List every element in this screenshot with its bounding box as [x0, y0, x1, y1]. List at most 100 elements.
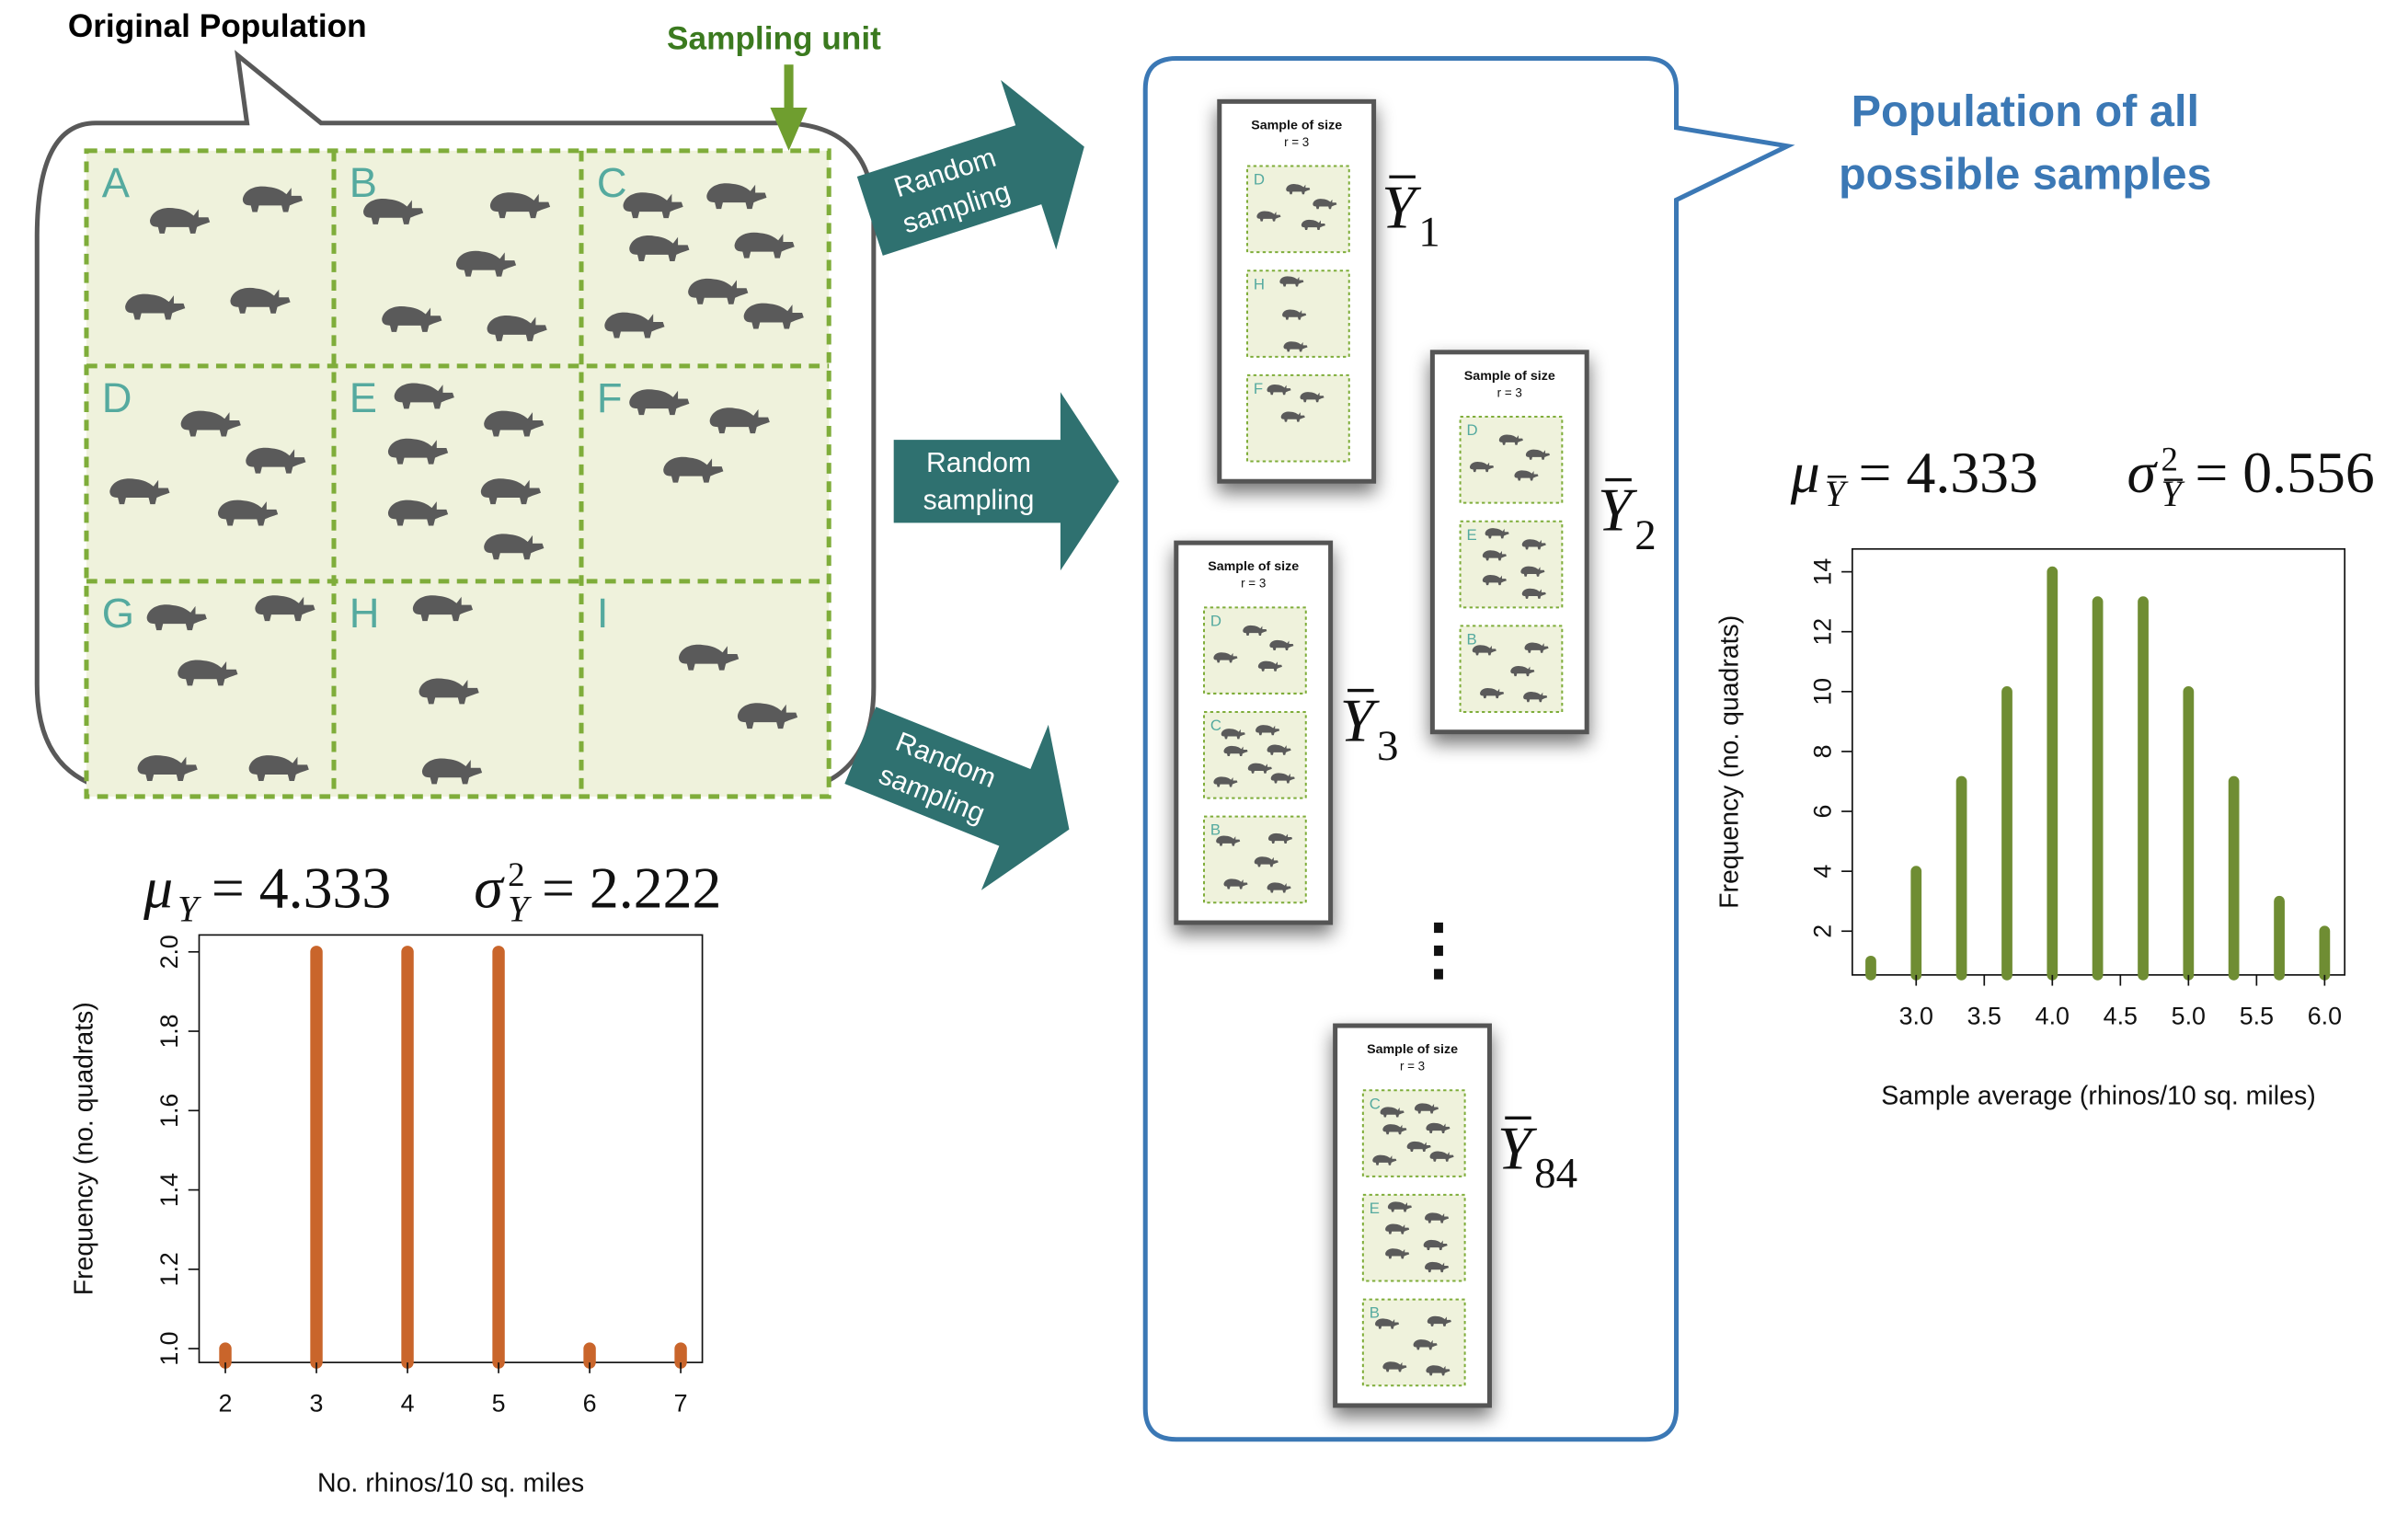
sigma-symbol: σ	[2127, 440, 2159, 505]
plot-frame	[198, 934, 704, 1363]
quadrat-c: C	[597, 159, 804, 339]
quadrat-letter-h: H	[350, 590, 380, 637]
sample-quadrat-box	[1202, 606, 1307, 695]
quadrat-letter-c: C	[597, 159, 627, 206]
y-tick-label: 4	[1808, 865, 1836, 878]
x-tick-label: 6	[583, 1390, 597, 1418]
quadrat-c-mini: C	[1370, 1095, 1454, 1165]
original-population-label: Original Population	[68, 8, 367, 44]
grid-border	[84, 148, 831, 799]
more-samples-ellipsis: ⋮	[1405, 912, 1473, 987]
mu-subscript: Y	[1825, 473, 1849, 514]
quadrat-b-mini: B	[1370, 1304, 1451, 1376]
population-bubble: A B C D E F G H I	[34, 50, 877, 799]
y-axis-label: Frequency (no. quadrats)	[1715, 615, 1745, 909]
population-grid-fill	[86, 150, 830, 797]
quadrat-letter-b: B	[1370, 1304, 1380, 1322]
samples-bubble-outline	[1142, 56, 1795, 1442]
y-tick-label: 2	[1808, 924, 1836, 938]
mu-symbol: μ	[1790, 440, 1820, 505]
ybar-subscript: 3	[1377, 722, 1398, 770]
sample-card-1[interactable]: Sample of size r = 3 D H F Y 1	[1217, 98, 1440, 484]
quadrat-b-mini: B	[1210, 821, 1293, 893]
y-tick-label: 1.0	[155, 1331, 183, 1365]
quadrat-b-mini: B	[1466, 630, 1549, 703]
x-tick-label: 3.0	[1899, 1002, 1933, 1029]
sigma-value: = 2.222	[542, 855, 721, 920]
quadrat-h: H	[350, 590, 483, 785]
sampling-unit-arrow	[770, 64, 808, 151]
x-tick-label: 4	[401, 1390, 415, 1418]
mu-subscript: Y	[178, 888, 201, 929]
quadrat-letter-c: C	[1210, 717, 1221, 734]
sigma-symbol: σ	[474, 855, 505, 920]
sample-card-4[interactable]: Sample of size r = 3 C E B Y 84	[1333, 1023, 1577, 1408]
quadrat-letter-h: H	[1254, 275, 1265, 293]
population-histogram: 2 3 4 5 6 7 1.0 1.2 1.4 1.6 1.8 2.0 No. rhinos/10 sq…	[70, 855, 722, 1498]
sample-card-3[interactable]: Sample of size r = 3 D C B Y 3	[1174, 540, 1399, 925]
sample-card-title: Sample of size	[1208, 559, 1299, 574]
y-tick-label: 6	[1808, 805, 1836, 819]
sample-card-title: Sample of size	[1367, 1042, 1458, 1057]
y-tick-label: 8	[1808, 744, 1836, 758]
sample-quadrat-box	[1361, 1193, 1466, 1282]
quadrat-letter-i: I	[597, 590, 609, 637]
quadrat-letter-e: E	[1466, 526, 1476, 544]
quadrat-letter-e: E	[350, 374, 377, 421]
sampling-distribution-histogram: 3.0 3.5 4.0 4.5 5.0 5.5 6.0 2 4 6 8 10 12 14 Sample av…	[1715, 440, 2375, 1110]
quadrat-letter-b: B	[1466, 630, 1476, 648]
ybar-subscript: 2	[1634, 511, 1656, 559]
arrow-label-line1: Random	[926, 448, 1031, 478]
y-tick-label: 14	[1808, 558, 1836, 586]
quadrat-layer: A B C D E F G H I	[102, 159, 804, 785]
ybar-symbol: Y	[1382, 174, 1422, 242]
quadrat-f-mini: F	[1254, 380, 1324, 422]
sampling-unit-label: Sampling unit	[667, 21, 881, 57]
random-sampling-arrow-middle[interactable]: Random sampling	[893, 392, 1119, 571]
y-axis-label: Frequency (no. quadrats)	[70, 1002, 99, 1295]
sample-card-size: r = 3	[1497, 385, 1522, 399]
x-tick-label: 3	[310, 1390, 324, 1418]
mu-value: = 4.333	[212, 855, 391, 920]
sample-card-title: Sample of size	[1251, 118, 1342, 132]
quadrat-d-mini: D	[1210, 612, 1294, 672]
sample-mean-label: Y 84	[1497, 1115, 1577, 1198]
sample-card-title: Sample of size	[1464, 369, 1555, 384]
mu-value: = 4.333	[1859, 440, 2038, 505]
quadrat-d-mini: D	[1254, 171, 1337, 230]
sigma-superscript: 2	[2161, 441, 2177, 478]
arrow-shape	[893, 392, 1119, 571]
quadrat-e-mini: E	[1370, 1200, 1450, 1273]
sigma-superscript: 2	[508, 855, 524, 893]
x-tick-label: 4.5	[2104, 1002, 2138, 1029]
quadrat-e-mini: E	[1466, 526, 1546, 599]
quadrat-d-mini: D	[1466, 421, 1550, 481]
y-tick-label: 2.0	[155, 935, 183, 969]
y-tick-label: 1.4	[155, 1173, 183, 1207]
ybar-symbol: Y	[1497, 1115, 1538, 1183]
sample-quadrat-box	[1459, 416, 1564, 504]
quadrat-b: B	[350, 159, 551, 341]
x-tick-label: 5	[492, 1390, 506, 1418]
quadrat-letter-f: F	[597, 374, 623, 421]
x-axis-label: No. rhinos/10 sq. miles	[317, 1469, 584, 1498]
quadrat-letter-f: F	[1254, 380, 1263, 397]
x-axis-label: Sample average (rhinos/10 sq. miles)	[1881, 1081, 2315, 1110]
x-tick-label: 6.0	[2308, 1002, 2342, 1029]
sample-card-size: r = 3	[1241, 577, 1266, 591]
quadrat-letter-e: E	[1370, 1200, 1380, 1217]
x-tick-label: 5.0	[2172, 1002, 2206, 1029]
quadrat-letter-d: D	[1254, 171, 1265, 189]
ybar-subscript: 84	[1534, 1150, 1577, 1198]
y-tick-label: 10	[1808, 678, 1836, 706]
quadrat-letter-d: D	[1210, 612, 1221, 629]
quadrat-h-mini: H	[1254, 275, 1308, 352]
y-tick-label: 1.8	[155, 1014, 183, 1048]
